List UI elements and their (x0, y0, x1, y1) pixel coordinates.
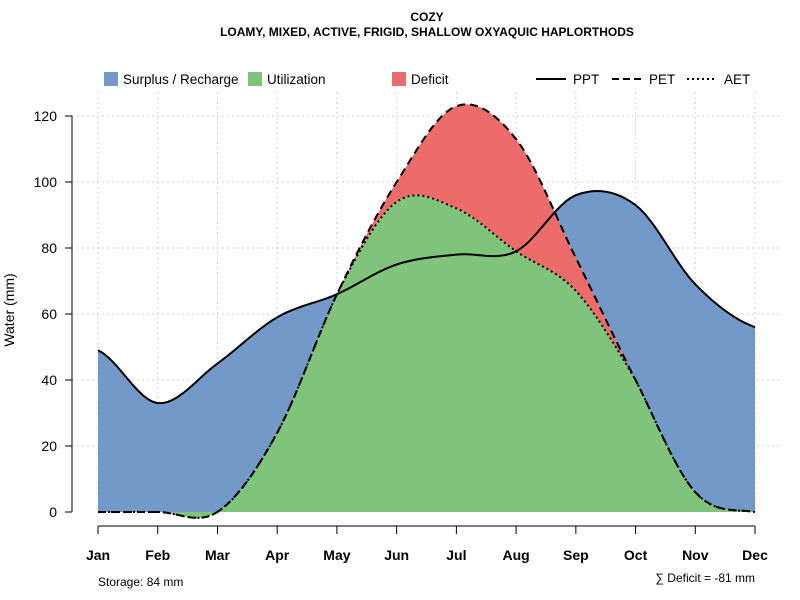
legend-swatch-deficit (392, 72, 406, 86)
x-tick-label: Jun (384, 547, 409, 563)
legend-label-deficit: Deficit (411, 72, 449, 87)
x-tick-label: Jan (86, 547, 110, 563)
series-line-aet (98, 194, 756, 519)
deficit-annotation: ∑ Deficit = -81 mm (655, 571, 755, 585)
chart-subtitle: LOAMY, MIXED, ACTIVE, FRIGID, SHALLOW OX… (220, 25, 634, 39)
x-tick-label: May (323, 547, 350, 563)
x-tick-label: Mar (205, 547, 230, 563)
x-tick-label: Jul (446, 547, 466, 563)
x-tick-label: Nov (682, 547, 709, 563)
x-tick-label: Dec (742, 547, 768, 563)
legend-label-surplus: Surplus / Recharge (123, 72, 239, 87)
y-axis-label: Water (mm) (1, 273, 17, 346)
storage-annotation: Storage: 84 mm (98, 575, 183, 589)
legend-swatch-utilization (248, 72, 262, 86)
x-tick-label: Sep (563, 547, 589, 563)
axes: 0 20 40 60 80 100 120 Jan Feb Mar Apr May Jun Jul Aug S… (34, 108, 768, 563)
legend-swatch-surplus (104, 72, 118, 86)
filled-areas (98, 104, 756, 518)
series-lines (97, 103, 756, 519)
chart-title: COZY (410, 10, 443, 24)
x-tick-label: Apr (265, 547, 290, 563)
x-tick-label: Aug (503, 547, 530, 563)
y-tick-label: 80 (41, 240, 57, 256)
legend-label-utilization: Utilization (267, 72, 326, 87)
y-tick-label: 20 (41, 438, 57, 454)
legend-label-aet: AET (724, 72, 750, 87)
legend-label-pet: PET (649, 72, 675, 87)
series-line-ppt (97, 190, 756, 405)
x-tick-label: Oct (624, 547, 648, 563)
y-tick-label: 100 (34, 174, 58, 190)
x-tick-label: Feb (145, 547, 170, 563)
y-tick-label: 40 (41, 372, 57, 388)
legend-label-ppt: PPT (573, 72, 599, 87)
y-tick-label: 0 (49, 504, 57, 520)
area-utilization (98, 195, 756, 518)
legend: Surplus / Recharge Utilization Deficit P… (104, 72, 750, 87)
area-deficit (98, 104, 756, 518)
y-tick-label: 120 (34, 108, 58, 124)
y-tick-label: 60 (41, 306, 57, 322)
